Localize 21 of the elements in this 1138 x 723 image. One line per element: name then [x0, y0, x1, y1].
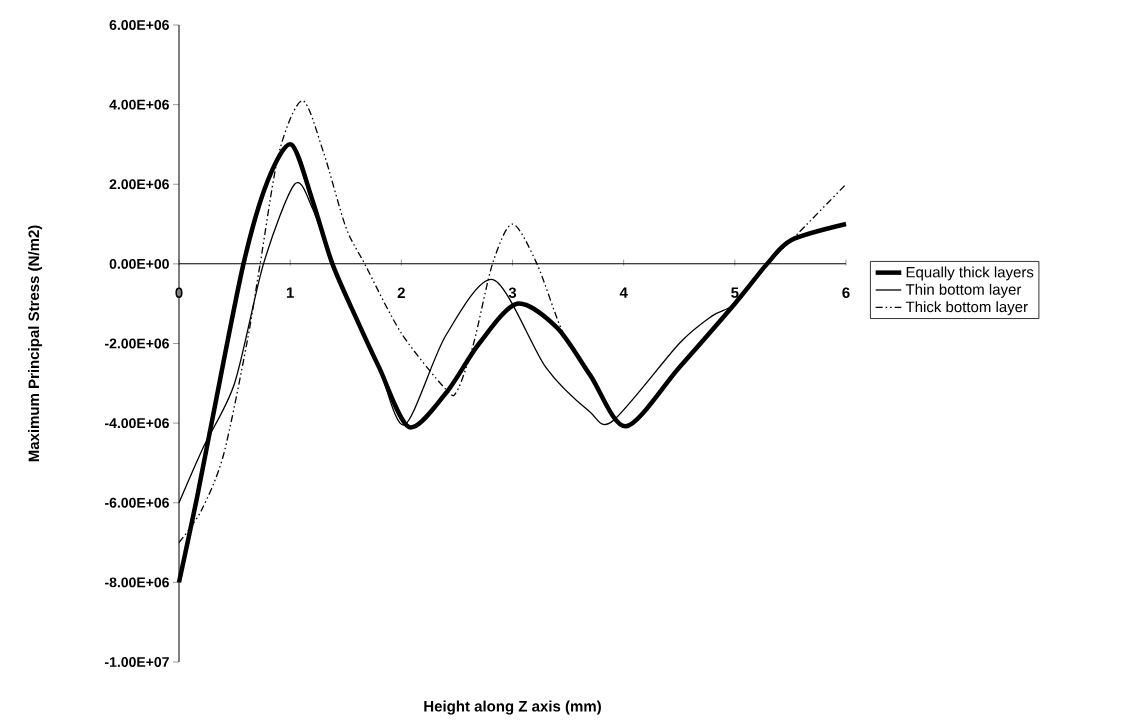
y-tick-label: -8.00E+06 — [105, 577, 169, 588]
y-tick-label: 0.00E+00 — [109, 258, 169, 269]
x-axis-title: Height along Z axis (mm) — [424, 700, 601, 715]
x-tick-label: 6 — [842, 287, 850, 299]
x-tick-label: 5 — [731, 287, 739, 298]
y-axis-title: Maximum Principal Stress (N/m2) — [28, 225, 43, 462]
x-tick-label: 1 — [286, 287, 294, 298]
y-tick-label: 6.00E+06 — [109, 20, 169, 30]
y-tick-label: -2.00E+06 — [105, 338, 169, 349]
x-tick-label: 2 — [397, 287, 405, 298]
x-tick-label: 0 — [175, 287, 183, 299]
legend-label: Thin bottom layer — [905, 283, 1022, 298]
y-tick-label: 2.00E+06 — [109, 179, 169, 190]
legend-label: Thick bottom layer — [905, 301, 1028, 316]
y-tick-label: 4.00E+06 — [109, 99, 169, 110]
x-tick-label: 4 — [619, 287, 628, 298]
legend-label: Equally thick layers — [906, 266, 1034, 281]
y-tick-label: -1.00E+07 — [105, 657, 169, 667]
y-tick-label: -4.00E+06 — [105, 418, 169, 429]
y-tick-label: -6.00E+06 — [105, 497, 169, 508]
x-tick-label: 3 — [508, 287, 517, 299]
